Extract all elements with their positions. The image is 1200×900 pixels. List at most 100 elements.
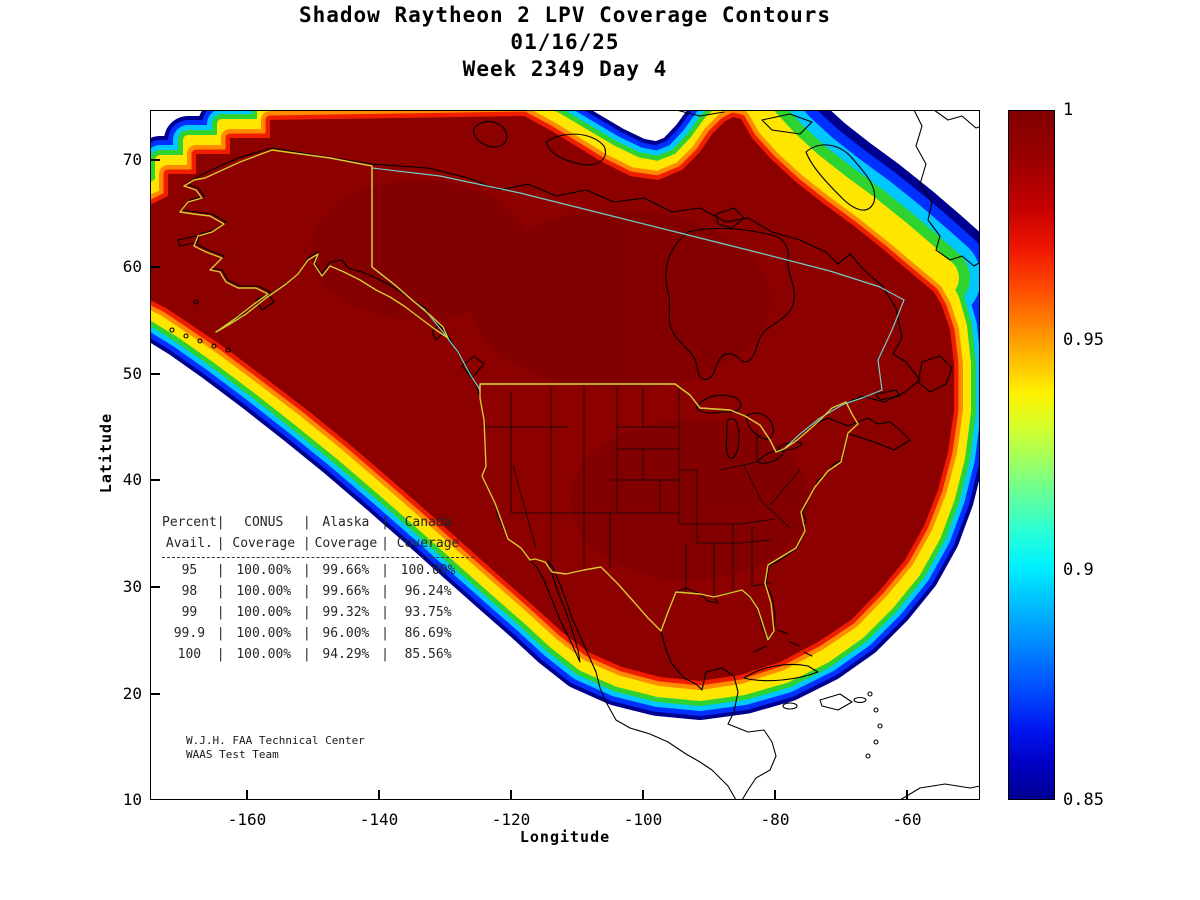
table-cell: 95 xyxy=(181,563,198,578)
column-separator: | xyxy=(381,647,389,662)
table-cell: 99.9 xyxy=(173,626,206,641)
column-separator: | xyxy=(381,536,389,551)
credit-line-2: WAAS Test Team xyxy=(186,748,279,761)
figure-title: Shadow Raytheon 2 LPV Coverage Contours … xyxy=(150,2,980,83)
plot-frame xyxy=(150,110,980,800)
table-header-row-1: Percent | CONUS | Alaska | Canada xyxy=(162,512,474,533)
table-cell: 99.66% xyxy=(322,563,370,578)
x-tick-label: -80 xyxy=(760,810,790,829)
x-tick-label: -160 xyxy=(227,810,267,829)
column-separator: | xyxy=(302,515,311,530)
column-separator: | xyxy=(381,563,389,578)
column-separator: | xyxy=(381,584,389,599)
arctic-islands xyxy=(473,110,876,229)
column-separator: | xyxy=(216,563,225,578)
column-separator: | xyxy=(302,647,311,662)
y-tick-label: 60 xyxy=(122,257,142,276)
column-separator: | xyxy=(302,626,311,641)
x-axis-label: Longitude xyxy=(519,828,611,846)
title-line-2: 01/16/25 xyxy=(510,30,620,54)
table-header-cell: Canada xyxy=(404,515,452,530)
column-separator: | xyxy=(216,515,225,530)
table-cell: 94.29% xyxy=(322,647,370,662)
credit-line-1: W.J.H. FAA Technical Center xyxy=(186,734,365,747)
table-cell: 100.00% xyxy=(236,563,292,578)
column-separator: | xyxy=(302,605,311,620)
colorbar xyxy=(1008,110,1055,800)
table-cell: 98 xyxy=(181,584,198,599)
table-cell: 86.69% xyxy=(404,626,452,641)
table-row: 98 | 100.00% | 99.66% | 96.24% xyxy=(162,581,474,602)
x-tick-label: -60 xyxy=(892,810,922,829)
pacific-islands xyxy=(177,235,485,379)
column-separator: | xyxy=(302,563,311,578)
y-axis-label: Latitude xyxy=(97,412,115,494)
table-cell: 85.56% xyxy=(404,647,452,662)
conus-region-outline xyxy=(479,383,859,641)
x-tick-label: -140 xyxy=(359,810,399,829)
x-tick-label: -120 xyxy=(491,810,531,829)
x-tickmark xyxy=(906,790,908,799)
table-header-cell: Alaska xyxy=(322,515,370,530)
contour-bands xyxy=(150,104,966,696)
x-tick-label: -100 xyxy=(623,810,663,829)
y-tickmark xyxy=(151,693,160,695)
y-tickmark xyxy=(151,159,160,161)
state-borders xyxy=(481,386,801,598)
y-tick-label: 70 xyxy=(122,150,142,169)
great-lakes xyxy=(695,394,803,464)
column-separator: | xyxy=(216,584,225,599)
table-cell: 99 xyxy=(181,605,198,620)
table-cell: 96.00% xyxy=(322,626,370,641)
caribbean-islands xyxy=(743,629,980,800)
y-tickmark xyxy=(151,266,160,268)
y-tickmark xyxy=(151,479,160,481)
column-separator: | xyxy=(302,536,311,551)
puerto-rico-island xyxy=(853,696,867,704)
jamaica-island xyxy=(782,702,798,710)
table-cell: 99.32% xyxy=(322,605,370,620)
table-cell: 100.00% xyxy=(236,647,292,662)
atlantic-islands xyxy=(875,355,953,401)
table-header-cell: Percent xyxy=(162,515,217,530)
table-row: 100 | 100.00% | 94.29% | 85.56% xyxy=(162,644,474,665)
title-line-3: Week 2349 Day 4 xyxy=(462,57,668,81)
island-dots xyxy=(169,299,883,759)
x-tickmark xyxy=(510,790,512,799)
column-separator: | xyxy=(381,605,389,620)
table-header-cell: Coverage xyxy=(314,536,378,551)
table-header-row-2: Avail. | Coverage | Coverage | Coverage xyxy=(162,533,474,554)
column-separator: | xyxy=(216,605,225,620)
colorbar-label: 0.85 xyxy=(1063,790,1104,810)
x-tickmark xyxy=(774,790,776,799)
table-cell: 100.00% xyxy=(236,626,292,641)
x-tickmark xyxy=(378,790,380,799)
coastlines xyxy=(169,110,980,800)
credit-text: W.J.H. FAA Technical Center WAAS Test Te… xyxy=(186,734,365,762)
alaska-region-outline xyxy=(179,149,449,339)
y-tickmark xyxy=(151,373,160,375)
column-separator: | xyxy=(216,536,225,551)
column-separator: | xyxy=(381,515,389,530)
table-cell: 96.24% xyxy=(404,584,452,599)
table-cell: 100 xyxy=(177,647,202,662)
column-separator: | xyxy=(302,584,311,599)
table-cell: 100.00% xyxy=(236,605,292,620)
table-header-cell: Coverage xyxy=(396,536,460,551)
column-separator: | xyxy=(216,626,225,641)
column-separator: | xyxy=(381,626,389,641)
table-row: 95 | 100.00% | 99.66% | 100.00% xyxy=(162,560,474,581)
y-tick-label: 30 xyxy=(122,577,142,596)
y-tick-label: 50 xyxy=(122,364,142,383)
hudson-bay xyxy=(665,227,795,381)
table-divider xyxy=(162,557,474,558)
table-cell: 100.00% xyxy=(400,563,456,578)
column-separator: | xyxy=(216,647,225,662)
table-row: 99 | 100.00% | 99.32% | 93.75% xyxy=(162,602,474,623)
colorbar-label: 0.95 xyxy=(1063,330,1104,350)
table-header-cell: Avail. xyxy=(165,536,213,551)
table-cell: 100.00% xyxy=(236,584,292,599)
table-cell: 99.66% xyxy=(322,584,370,599)
